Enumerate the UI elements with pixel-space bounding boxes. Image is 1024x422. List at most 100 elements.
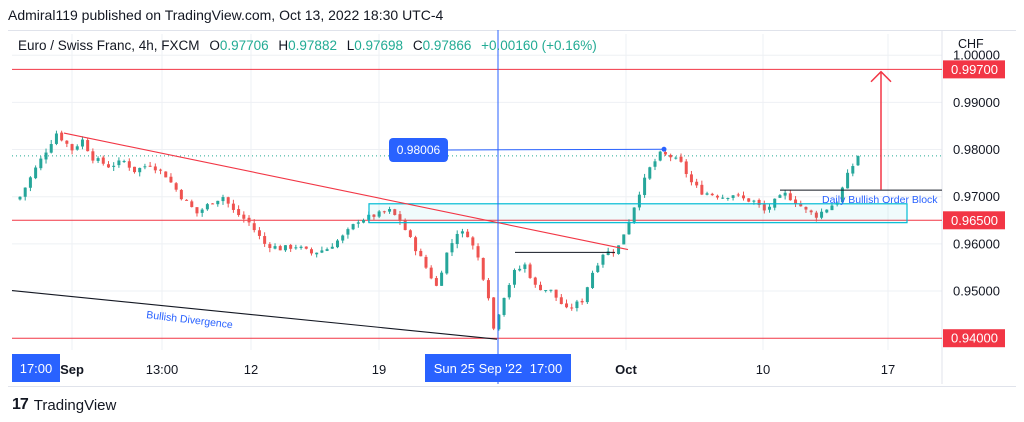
candle <box>565 299 569 309</box>
candle-body <box>575 301 579 309</box>
candle <box>726 197 730 201</box>
candle-body <box>106 164 110 168</box>
candle <box>434 275 438 287</box>
x-marker-label: 17:00 <box>530 361 563 376</box>
divergence-label: Bullish Divergence <box>146 309 234 331</box>
candle-body <box>507 285 511 298</box>
candle <box>231 199 235 213</box>
candle-body <box>190 201 194 208</box>
candle <box>330 243 334 249</box>
candle-body <box>242 214 246 219</box>
candle-body <box>440 272 444 286</box>
candle-body <box>351 224 355 230</box>
candle-body <box>809 210 813 213</box>
candle <box>466 229 470 238</box>
candle-body <box>49 144 53 153</box>
candle <box>684 159 688 178</box>
candle <box>419 248 423 257</box>
candle <box>257 227 261 240</box>
candle <box>538 281 542 291</box>
candle-body <box>247 217 251 223</box>
candle-body <box>346 229 350 235</box>
candle-body <box>356 222 360 224</box>
candle <box>351 223 355 231</box>
candle <box>512 268 516 288</box>
candle <box>299 245 303 250</box>
candle-body <box>221 197 225 202</box>
candle-body <box>554 289 558 298</box>
candle-body <box>283 245 287 251</box>
candle <box>460 228 464 238</box>
candle <box>127 158 131 171</box>
candle-body <box>512 269 516 285</box>
candle <box>289 243 293 252</box>
legend-symbol: Euro / Swiss Franc, 4h, FXCM <box>18 38 200 53</box>
candle <box>814 210 818 222</box>
candle <box>632 207 636 224</box>
candle-body <box>75 146 79 150</box>
y-tick-label: 0.98000 <box>953 142 1000 157</box>
candle-body <box>80 139 84 147</box>
candle-body <box>617 245 621 254</box>
candle-body <box>476 246 480 258</box>
candle-body <box>60 132 64 141</box>
candle <box>169 173 173 183</box>
price-callout-bg <box>389 138 448 162</box>
candle-body <box>627 221 631 235</box>
candle <box>700 180 704 196</box>
candle-body <box>788 193 792 201</box>
candle-body <box>185 199 189 201</box>
candle <box>226 196 230 208</box>
candle-body <box>65 140 69 144</box>
candle <box>117 157 121 168</box>
candle-body <box>580 300 584 303</box>
chart-frame <box>8 30 1016 387</box>
descending-trendline <box>63 132 629 251</box>
level-tag-bg <box>943 211 1005 230</box>
tradingview-logo[interactable]: 17 TradingView <box>12 396 116 414</box>
candle-body <box>622 234 626 245</box>
candle-body <box>377 211 381 217</box>
candle-body <box>596 265 600 272</box>
candle <box>346 227 350 239</box>
x-marker-label: Sun 25 Sep '22 <box>434 361 523 376</box>
candle-body <box>70 144 74 151</box>
candle-body <box>674 157 678 159</box>
x-tick-label: 12 <box>244 362 258 377</box>
x-tick-label: 13:00 <box>146 362 179 377</box>
candle-body <box>205 204 209 210</box>
level-tag-label: 0.96500 <box>951 213 998 228</box>
level-tag: 0.99700 <box>943 60 1005 79</box>
candle-body <box>565 303 569 308</box>
legend-close-label: C <box>412 38 423 53</box>
candle-body <box>637 194 641 208</box>
candle <box>658 150 662 162</box>
candle <box>185 199 189 201</box>
candle <box>28 176 32 192</box>
candle-body <box>486 280 490 299</box>
candle-body <box>679 156 683 162</box>
x-marker-bg <box>425 354 571 382</box>
candle <box>528 262 532 279</box>
candle-body <box>700 184 704 195</box>
candle-body <box>429 267 433 279</box>
candle <box>133 166 137 174</box>
candle-body <box>226 197 230 204</box>
candle-body <box>419 250 423 257</box>
candle-body <box>528 264 532 278</box>
candle <box>809 209 813 215</box>
candle-body <box>846 172 850 189</box>
candle-body <box>330 246 334 249</box>
candle-body <box>138 167 142 173</box>
candle <box>794 196 798 207</box>
candle <box>497 314 501 331</box>
candle <box>242 211 246 223</box>
candle-body <box>268 244 272 248</box>
candle <box>544 290 548 293</box>
candle-body <box>538 284 542 291</box>
candle <box>804 206 808 214</box>
candle <box>70 143 74 155</box>
candle-body <box>460 231 464 234</box>
target-arrow-head-icon <box>870 70 892 83</box>
